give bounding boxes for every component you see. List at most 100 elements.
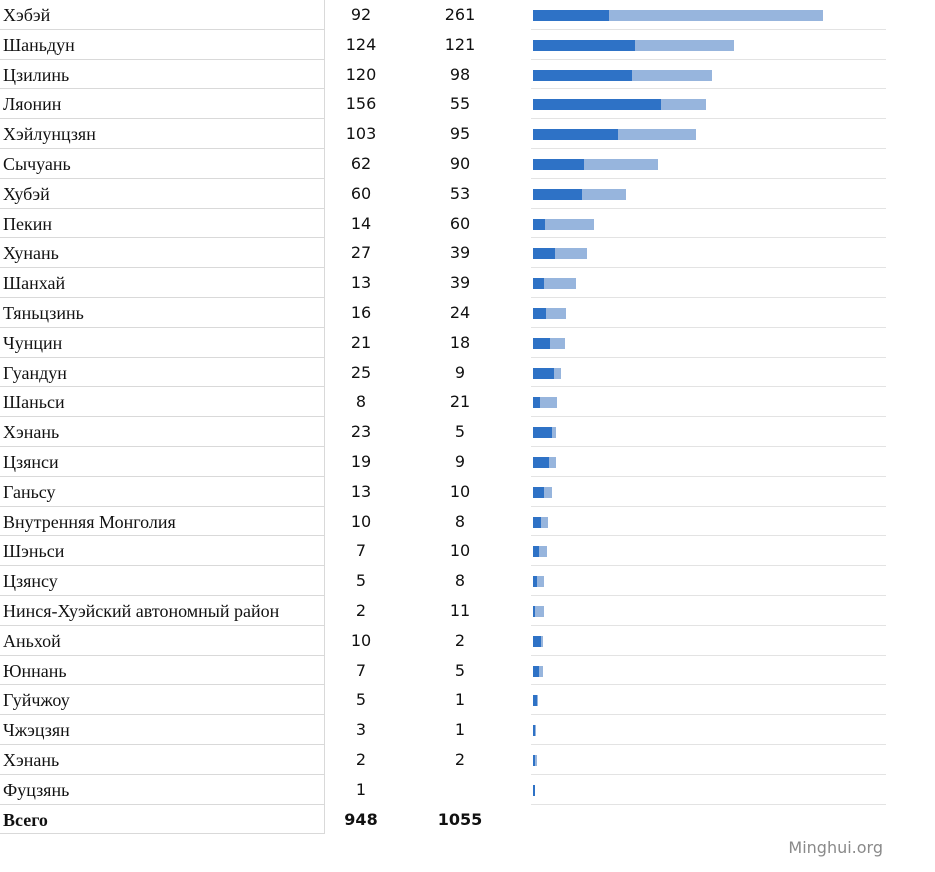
bar-series-b: [541, 516, 548, 528]
bar-series-b: [551, 427, 556, 439]
value-a: 103: [345, 124, 377, 144]
value-b: 1: [454, 690, 466, 710]
bar-series-a: [533, 397, 540, 409]
bar-series-b: [661, 99, 707, 111]
table-row: Шаньси 8 21: [0, 387, 886, 418]
bar-series-a: [533, 188, 583, 200]
value-a: 124: [345, 34, 377, 54]
value-b: 90: [449, 153, 471, 173]
region-label: Хэйлунцзян: [0, 119, 325, 149]
table-row: Хэнань 2 2: [0, 744, 886, 775]
bar-series-b: [617, 129, 696, 141]
region-label: Фуцзянь: [0, 774, 325, 805]
value-a: 14: [350, 213, 372, 233]
row-divider: [531, 386, 886, 388]
value-b: 1: [454, 720, 466, 740]
bar-series-a: [533, 516, 542, 528]
bar-series-b: [535, 754, 537, 766]
value-b: 11: [449, 600, 471, 620]
region-label: Шэньси: [0, 536, 325, 567]
bar-series-b: [546, 307, 566, 319]
value-a: 62: [350, 153, 372, 173]
value-b: 95: [449, 124, 471, 144]
total-b: 1055: [437, 809, 483, 829]
value-a: 60: [350, 183, 372, 203]
row-divider: [531, 684, 886, 686]
bar-series-a: [533, 39, 635, 51]
region-label: Юннань: [0, 655, 325, 686]
region-label: Ганьсу: [0, 476, 325, 507]
bar-series-b: [543, 278, 576, 290]
value-a: 13: [350, 273, 372, 293]
bar-series-a: [533, 576, 538, 588]
bar-series-b: [582, 188, 626, 200]
row-divider: [531, 416, 886, 418]
row-divider: [531, 326, 886, 328]
bar-series-a: [533, 605, 535, 617]
bar-series-a: [533, 307, 547, 319]
table-row: Хэбэй 92 261: [0, 0, 886, 30]
row-divider: [531, 594, 886, 596]
value-a: 10: [350, 511, 372, 531]
table-row: Чунцин 21 18: [0, 327, 886, 358]
value-b: 2: [454, 749, 466, 769]
region-label: Чжэцзян: [0, 715, 325, 745]
value-b: 39: [449, 273, 471, 293]
region-label: Гуйчжоу: [0, 685, 325, 716]
region-label: Сычуань: [0, 148, 325, 179]
bar-series-b: [548, 456, 556, 468]
value-a: 3: [355, 720, 367, 740]
value-a: 92: [350, 5, 372, 24]
region-label: Шаньдун: [0, 29, 325, 60]
bar-series-b: [543, 486, 552, 498]
value-a: 2: [355, 600, 367, 620]
value-b: 8: [454, 511, 466, 531]
value-b: 261: [444, 5, 476, 24]
value-b: 10: [449, 541, 471, 561]
row-divider: [531, 296, 886, 298]
region-label: Чунцин: [0, 327, 325, 358]
watermark: Minghui.org: [788, 838, 883, 857]
data-table: Хэбэй 92 261 Шаньдун 124 121 Цзилинь 120 98 Ляони…: [0, 0, 886, 835]
region-label: Хэбэй: [0, 0, 325, 30]
value-a: 25: [350, 362, 372, 382]
row-divider: [531, 535, 886, 537]
row-divider: [531, 445, 886, 447]
value-b: 8: [454, 571, 466, 591]
bar-series-a: [533, 69, 632, 81]
row-divider: [531, 475, 886, 477]
value-b: 53: [449, 183, 471, 203]
value-a: 27: [350, 243, 372, 263]
bar-series-a: [533, 218, 545, 230]
region-label: Шаньси: [0, 387, 325, 418]
row-divider: [531, 177, 886, 179]
table-row: Ганьсу 13 10: [0, 476, 886, 507]
table-row: Внутренняя Монголия 10 8: [0, 506, 886, 537]
value-b: 24: [449, 302, 471, 322]
table-row: Цзянсу 5 8: [0, 566, 886, 596]
table-row: Гуйчжоу 5 1: [0, 685, 886, 716]
region-label: Пекин: [0, 208, 325, 239]
bar-series-a: [533, 456, 549, 468]
row-divider: [531, 505, 886, 507]
table-row: Фуцзянь 1: [0, 774, 886, 805]
table-row: Шаньдун 124 121: [0, 29, 886, 60]
bar-series-a: [533, 486, 544, 498]
row-divider: [531, 624, 886, 626]
region-label: Ляонин: [0, 89, 325, 120]
table-row: Цзянси 19 9: [0, 446, 886, 477]
table-row: Пекин 14 60: [0, 208, 886, 239]
region-label: Тяньцзинь: [0, 297, 325, 328]
bar-series-a: [533, 725, 536, 737]
bar-series-b: [535, 725, 537, 737]
region-label: Цзилинь: [0, 59, 325, 90]
bar-series-a: [533, 248, 556, 260]
bar-series-b: [539, 397, 557, 409]
region-label: Хунань: [0, 238, 325, 269]
bar-series-b: [608, 10, 823, 21]
value-a: 1: [355, 779, 367, 799]
value-a: 16: [350, 302, 372, 322]
table-row: Тяньцзинь 16 24: [0, 297, 886, 328]
table-row: Шэньси 7 10: [0, 536, 886, 567]
row-divider: [531, 88, 886, 90]
